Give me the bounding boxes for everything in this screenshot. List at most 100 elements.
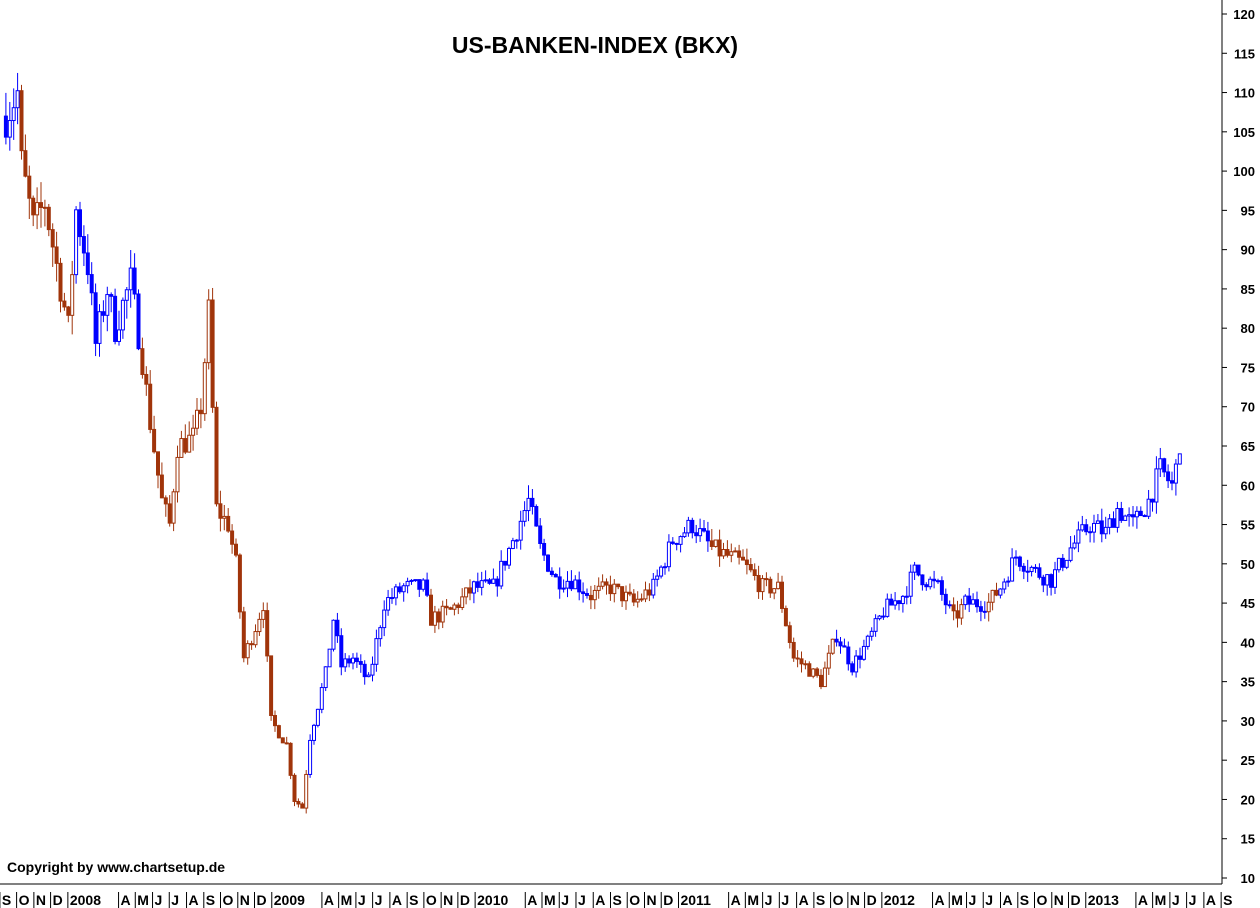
candle bbox=[436, 608, 441, 630]
candle bbox=[682, 527, 687, 538]
candle-body bbox=[304, 773, 309, 809]
candle bbox=[604, 578, 609, 595]
candle bbox=[912, 561, 917, 580]
candle bbox=[58, 257, 63, 313]
candle-body bbox=[288, 742, 293, 776]
candle bbox=[401, 583, 406, 602]
candle-body bbox=[943, 593, 948, 606]
candle bbox=[776, 572, 781, 590]
candle bbox=[1021, 563, 1026, 580]
candle bbox=[11, 88, 16, 140]
candle bbox=[339, 628, 344, 676]
candle-body bbox=[42, 206, 47, 209]
candle bbox=[507, 546, 511, 570]
candle-body bbox=[475, 581, 480, 588]
candle-body bbox=[588, 594, 593, 601]
candle-body bbox=[530, 497, 535, 508]
candle bbox=[257, 612, 262, 636]
candle bbox=[592, 585, 597, 610]
x-tick-label: J bbox=[561, 892, 569, 908]
candle bbox=[1014, 550, 1018, 566]
candle bbox=[39, 182, 43, 228]
candle-body bbox=[604, 581, 609, 586]
candle bbox=[561, 579, 566, 593]
candle bbox=[670, 537, 675, 546]
candle-body bbox=[97, 311, 102, 344]
candle bbox=[265, 602, 270, 662]
candle bbox=[15, 72, 20, 125]
candle-body bbox=[241, 611, 246, 659]
candle-body bbox=[1146, 498, 1151, 517]
y-tick-label: 70 bbox=[1241, 400, 1255, 415]
candle-body bbox=[1162, 458, 1167, 473]
candle-body bbox=[1154, 468, 1159, 503]
candle bbox=[273, 710, 277, 732]
candle bbox=[46, 203, 51, 237]
candle bbox=[475, 572, 480, 593]
candle bbox=[1041, 574, 1046, 593]
candle-body bbox=[932, 578, 937, 582]
candle bbox=[518, 510, 523, 550]
candle-body bbox=[417, 579, 422, 590]
candle bbox=[1025, 559, 1030, 582]
candle bbox=[811, 668, 816, 679]
candle-body bbox=[791, 641, 796, 659]
candle bbox=[846, 641, 851, 671]
candle-body bbox=[928, 578, 933, 588]
candle bbox=[600, 574, 605, 590]
candle bbox=[881, 607, 886, 620]
candle bbox=[409, 579, 414, 585]
candle bbox=[546, 554, 550, 573]
candle-body bbox=[686, 519, 691, 534]
candle bbox=[97, 304, 102, 357]
candle-body bbox=[1068, 547, 1073, 561]
candle-body bbox=[733, 550, 738, 553]
x-tick-label: A bbox=[595, 892, 605, 908]
candle-body bbox=[257, 618, 262, 633]
candle-body bbox=[721, 549, 726, 557]
candle bbox=[1037, 563, 1042, 580]
candle-body bbox=[659, 566, 664, 577]
candle-body bbox=[358, 661, 363, 665]
candle bbox=[674, 542, 679, 551]
candle bbox=[464, 587, 469, 605]
x-tick-label: 2013 bbox=[1088, 892, 1119, 908]
candle bbox=[218, 490, 223, 532]
candle bbox=[237, 553, 242, 619]
candle-body bbox=[335, 619, 340, 637]
candle-body bbox=[507, 547, 511, 566]
candle bbox=[577, 571, 582, 601]
candle-body bbox=[503, 560, 508, 566]
candle bbox=[503, 560, 508, 571]
candle-body bbox=[409, 579, 414, 582]
x-tick-label: J bbox=[171, 892, 179, 908]
candle-body bbox=[978, 606, 983, 612]
candle bbox=[120, 297, 125, 339]
candle bbox=[581, 582, 586, 603]
candle-body bbox=[167, 503, 172, 524]
candle-body bbox=[1103, 526, 1108, 535]
candle bbox=[358, 654, 363, 673]
candle-body bbox=[846, 646, 851, 665]
candle bbox=[705, 521, 710, 552]
candle-body bbox=[1014, 556, 1018, 559]
candle bbox=[651, 572, 656, 599]
x-tick-label: S bbox=[409, 892, 418, 908]
candle-body bbox=[982, 610, 987, 613]
candle-body bbox=[159, 474, 164, 499]
candle-body bbox=[869, 630, 874, 637]
x-tick-label: D bbox=[1070, 892, 1080, 908]
candle bbox=[397, 582, 402, 594]
x-tick-label: N bbox=[1054, 892, 1064, 908]
x-tick-label: O bbox=[19, 892, 30, 908]
candle-body bbox=[284, 742, 289, 745]
candle bbox=[351, 653, 355, 670]
candle-body bbox=[916, 564, 921, 576]
candle bbox=[1099, 508, 1104, 543]
candle-body bbox=[971, 599, 976, 605]
candle-body bbox=[1072, 542, 1077, 549]
candle bbox=[1142, 514, 1147, 518]
candle-body bbox=[46, 206, 51, 231]
candle bbox=[198, 398, 203, 429]
candle bbox=[1049, 573, 1054, 596]
